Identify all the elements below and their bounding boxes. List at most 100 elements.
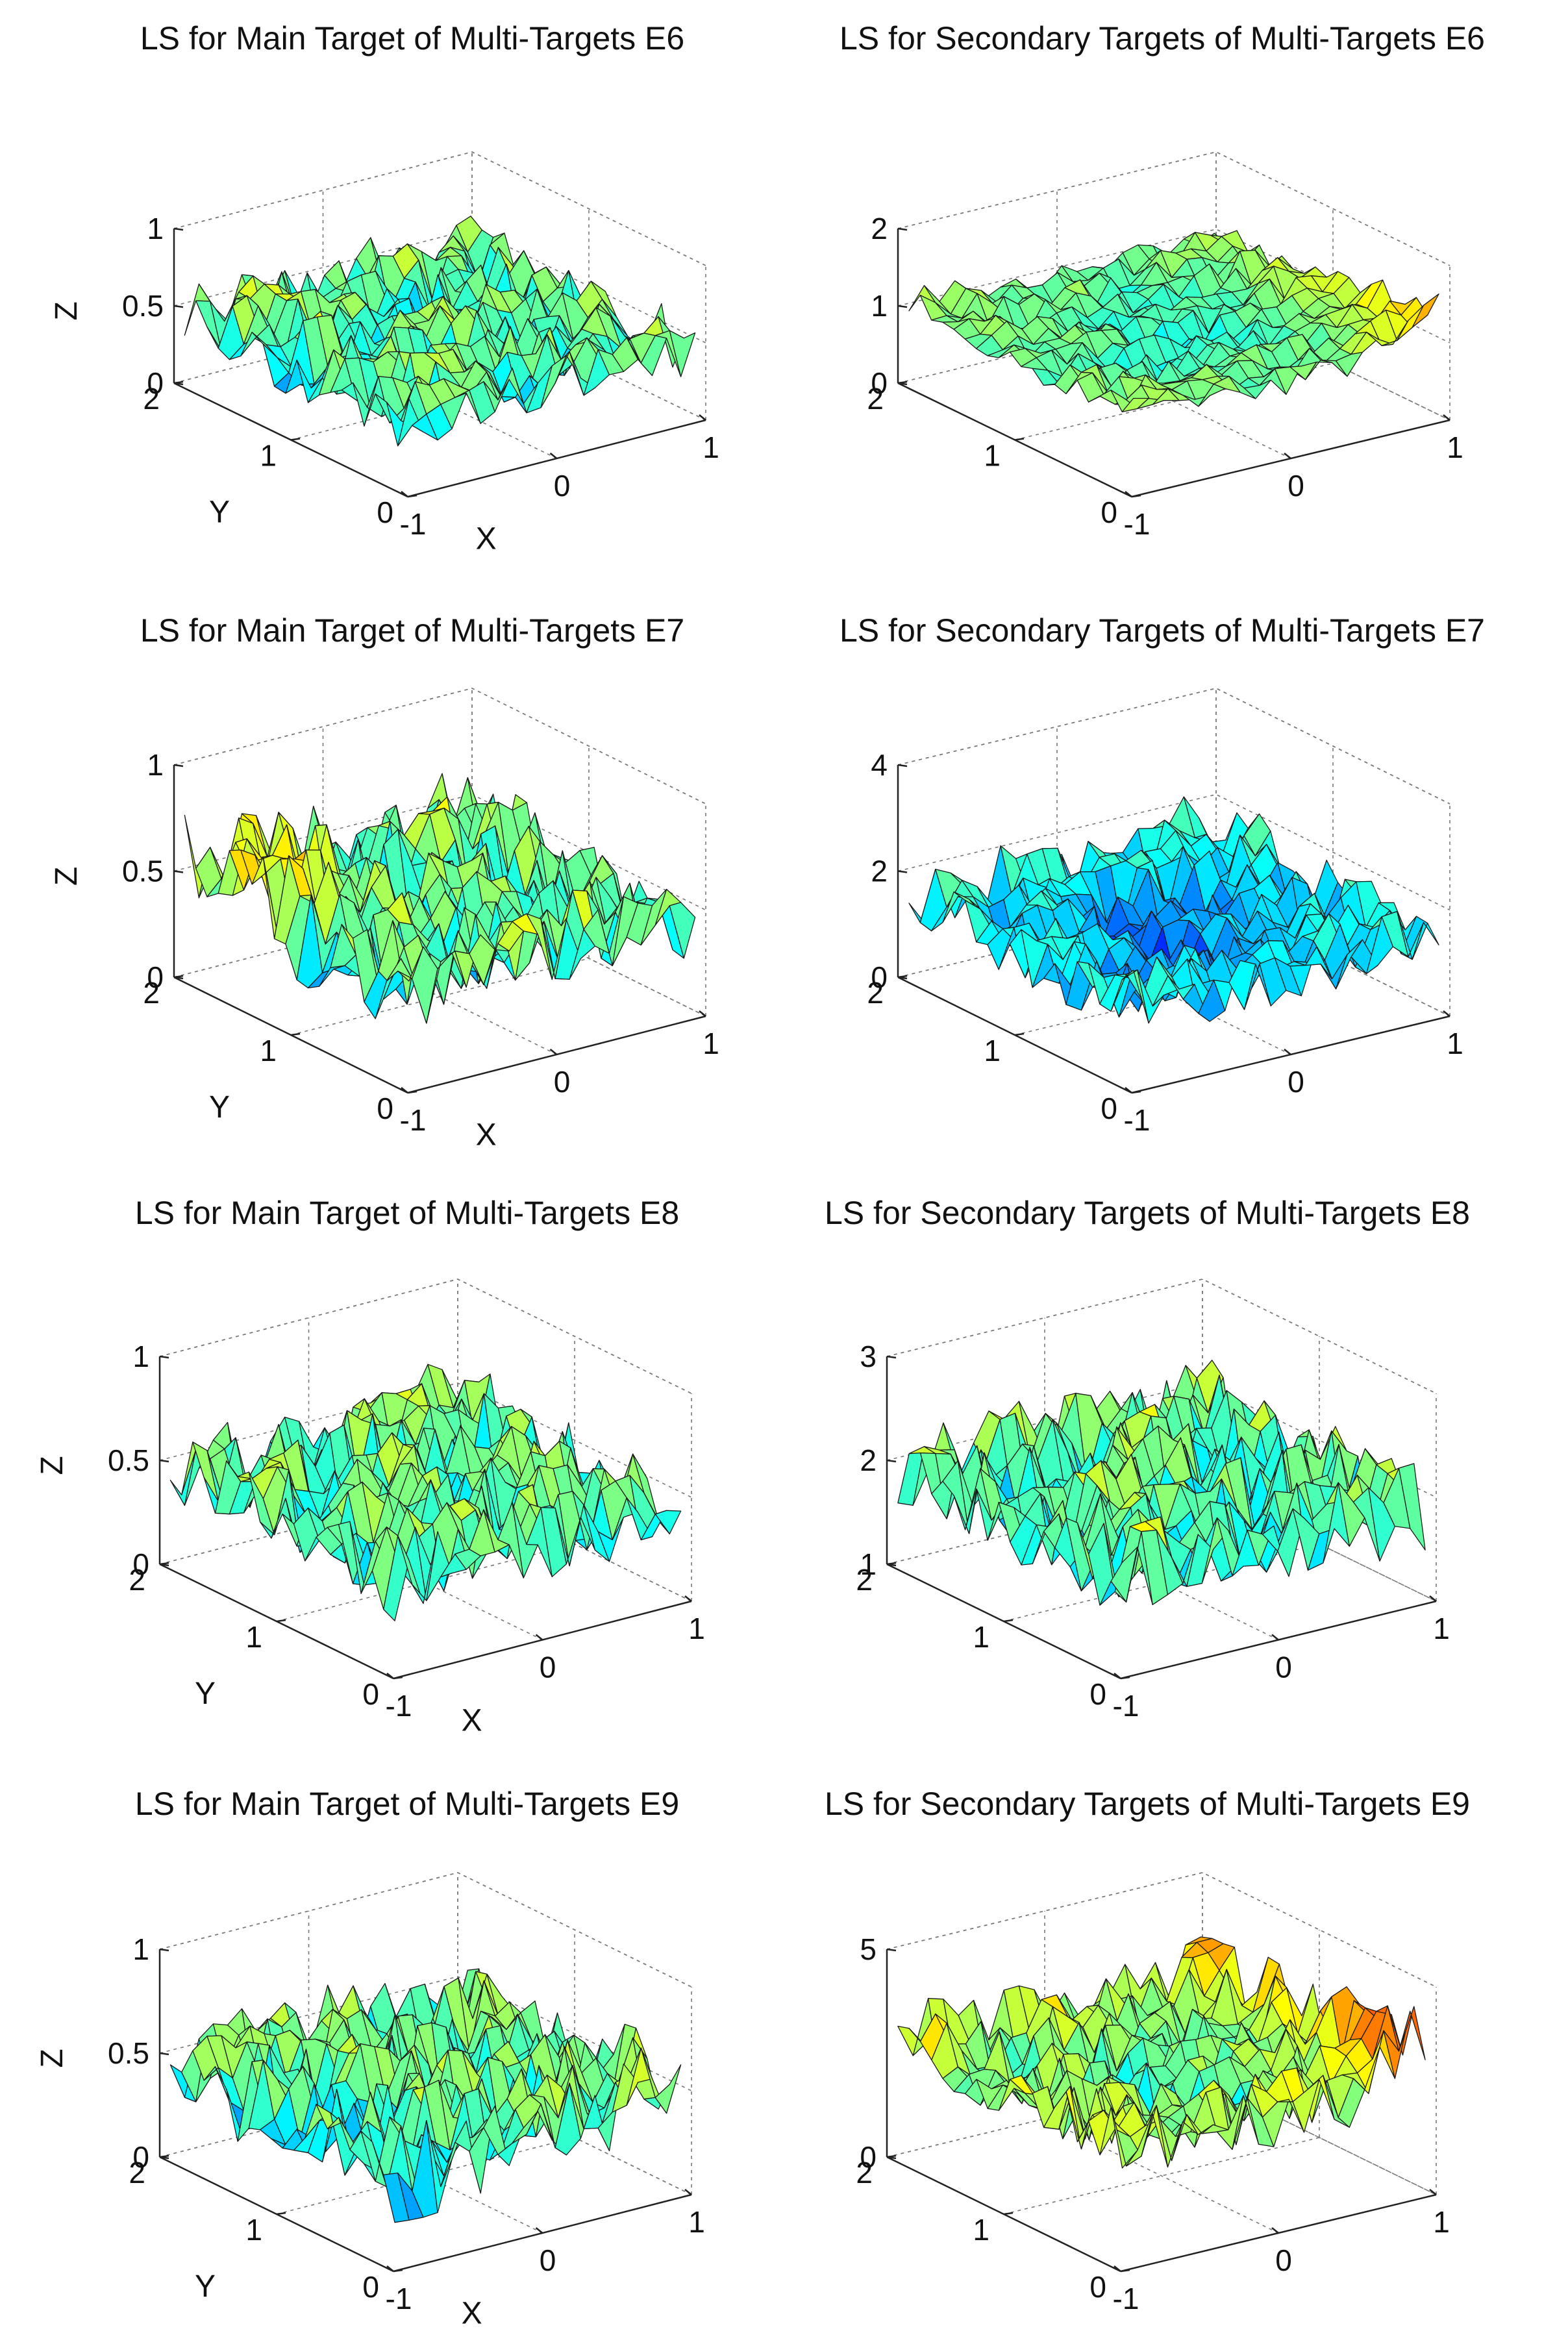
y-tick-label: 1 — [984, 439, 1001, 473]
z-axis-label: Z — [49, 301, 84, 320]
z-tick-label: 0 — [147, 960, 164, 994]
panel-e7-secondary: LS for Secondary Targets of Multi-Target… — [840, 612, 1485, 1137]
x-axis-label: X — [462, 1703, 482, 1738]
x-tick-mark — [1443, 414, 1450, 421]
y-tick-label: 2 — [143, 382, 160, 416]
x-tick-label: 0 — [540, 1651, 556, 1684]
x-tick-mark — [1284, 453, 1291, 459]
y-tick-label: 2 — [129, 2156, 145, 2190]
x-tick-mark — [549, 1049, 558, 1055]
y-tick-mark — [1014, 438, 1025, 441]
panel-e9-secondary: LS for Secondary Targets of Multi-Target… — [825, 1786, 1470, 2315]
z-tick-mark — [173, 305, 184, 308]
z-tick-mark — [886, 1355, 897, 1359]
x-tick-mark — [401, 1087, 408, 1093]
box-top-edge — [897, 151, 1450, 266]
y-tick-mark — [393, 2269, 403, 2273]
y-tick-label: 1 — [260, 439, 277, 473]
z-tick-mark — [897, 870, 908, 873]
box-top-edge — [159, 1279, 692, 1394]
z-tick-mark — [897, 227, 908, 231]
z-tick-label: 1 — [871, 289, 888, 323]
x-tick-mark — [684, 1595, 692, 1602]
y-tick-label: 0 — [1089, 1677, 1106, 1711]
z-tick-label: 0 — [132, 1547, 149, 1581]
panel-title: LS for Main Target of Multi-Targets E9 — [135, 1786, 679, 1822]
y-tick-mark — [276, 1619, 286, 1623]
box-top-edge — [173, 688, 706, 805]
y-tick-label: 2 — [129, 1563, 145, 1597]
y-floor-gridline — [290, 958, 590, 1036]
x-tick-label: -1 — [386, 1689, 412, 1723]
z-tick-label: 1 — [147, 212, 164, 245]
x-tick-mark — [1429, 2189, 1437, 2195]
surface-facet — [654, 1510, 682, 1534]
box-top-edge — [159, 1872, 692, 1988]
x-tick-label: -1 — [1113, 1689, 1139, 1723]
y-floor-gridline — [276, 2137, 575, 2215]
x-tick-mark — [535, 1634, 543, 1641]
x-tick-label: 0 — [1288, 1065, 1304, 1099]
z-tick-mark — [159, 2052, 169, 2056]
y-tick-mark — [407, 1090, 417, 1094]
panel-e7-main: LS for Main Target of Multi-Targets E7 0… — [49, 612, 719, 1153]
y-tick-label: 1 — [984, 1034, 1001, 1067]
x-tick-mark — [549, 453, 558, 459]
z-axis-label: Z — [49, 867, 84, 886]
x-tick-mark — [1114, 1673, 1121, 1679]
z-tick-mark — [173, 227, 184, 231]
x-tick-mark — [1114, 2265, 1121, 2272]
y-floor-gridline — [173, 900, 473, 978]
z-tick-label: 0 — [871, 960, 888, 994]
y-tick-mark — [1003, 1619, 1014, 1623]
surface-facet — [654, 2064, 682, 2114]
y-tick-mark — [407, 494, 417, 498]
y-tick-mark — [173, 381, 184, 384]
z-tick-mark — [159, 1948, 169, 1952]
y-tick-mark — [1120, 1676, 1130, 1680]
x-tick-label: -1 — [1124, 507, 1151, 541]
y-tick-label: 1 — [973, 1620, 989, 1654]
panel-e6-main: LS for Main Target of Multi-Targets E6 0… — [49, 20, 719, 556]
panel-title: LS for Main Target of Multi-Targets E8 — [135, 1195, 679, 1231]
z-tick-mark — [173, 764, 184, 767]
z-tick-mark — [897, 305, 908, 308]
y-tick-mark — [159, 2154, 169, 2158]
x-axis-label: X — [476, 1118, 497, 1153]
z-tick-label: 1 — [132, 1340, 149, 1373]
box-top-edge — [886, 1872, 1437, 1988]
x-tick-label: 1 — [1447, 1027, 1463, 1060]
panel-title: LS for Main Target of Multi-Targets E7 — [140, 612, 684, 649]
panel-title: LS for Secondary Targets of Multi-Target… — [840, 20, 1485, 56]
z-gridline — [159, 1382, 692, 1498]
z-gridline — [159, 1976, 692, 2091]
z-tick-mark — [159, 1459, 169, 1463]
z-tick-mark — [886, 1948, 897, 1952]
z-tick-label: 0.5 — [108, 2036, 149, 2070]
y-tick-label: 2 — [856, 1563, 873, 1597]
x-tick-mark — [699, 1010, 706, 1017]
x-tick-label: -1 — [400, 507, 427, 541]
y-axis-label: Y — [195, 1677, 216, 1711]
y-tick-mark — [290, 1032, 301, 1036]
y-tick-mark — [897, 975, 908, 979]
box-top-edge — [173, 151, 706, 266]
y-tick-label: 2 — [143, 976, 160, 1010]
x-tick-label: 1 — [703, 430, 719, 464]
y-floor-gridline — [159, 1486, 458, 1565]
x-tick-mark — [1271, 2227, 1279, 2234]
x-tick-label: 1 — [1447, 430, 1463, 464]
z-tick-label: 2 — [860, 1443, 877, 1477]
y-tick-mark — [1003, 2212, 1014, 2215]
y-tick-label: 0 — [1089, 2270, 1106, 2304]
y-tick-mark — [1131, 494, 1141, 498]
z-tick-label: 1 — [860, 1547, 877, 1581]
x-tick-mark — [1125, 1087, 1132, 1093]
y-tick-label: 0 — [377, 1092, 393, 1125]
surface-facet — [1398, 1463, 1426, 1551]
panel-title: LS for Main Target of Multi-Targets E6 — [140, 20, 684, 56]
panel-title: LS for Secondary Targets of Multi-Target… — [825, 1786, 1470, 1822]
z-tick-label: 0.5 — [122, 289, 164, 323]
z-tick-mark — [173, 870, 184, 873]
